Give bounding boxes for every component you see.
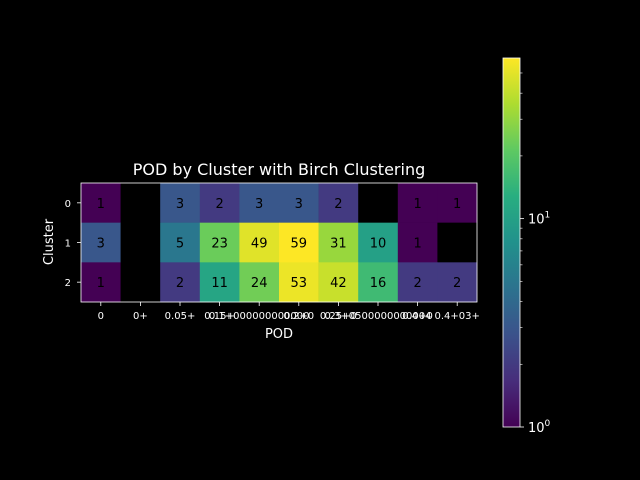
heatmap-cell <box>120 262 161 303</box>
x-tick-label: 0.3+0500000000004 <box>325 311 432 322</box>
cell-value-label: 3 <box>295 197 303 212</box>
heatmap-cell <box>358 222 399 263</box>
heatmap-cell <box>239 262 280 303</box>
cell-value-label: 2 <box>334 197 342 212</box>
cell-value-label: 3 <box>176 197 184 212</box>
heatmap-cell <box>81 183 121 223</box>
heatmap-cell <box>358 262 399 303</box>
heatmap-cell <box>199 183 240 223</box>
cell-value-label: 2 <box>176 276 184 291</box>
cell-value-label: 3 <box>255 197 263 212</box>
x-tick-label: 0.2+0 <box>283 311 314 322</box>
plot-frame <box>80 182 478 303</box>
x-tick-label: 0+ <box>133 311 148 322</box>
heatmap-cell <box>318 183 359 223</box>
heatmap-cell <box>279 222 319 263</box>
x-axis-label: POD <box>265 327 293 342</box>
heatmap-cell <box>397 183 438 223</box>
cell-value-label: 1 <box>413 237 421 252</box>
cell-value-label: 42 <box>330 276 347 291</box>
heatmap-cell <box>199 262 240 303</box>
cell-value-label: 1 <box>97 276 105 291</box>
cell-value-label: 1 <box>413 197 421 212</box>
heatmap-cell <box>437 262 478 303</box>
cell-value-label: 2 <box>453 276 461 291</box>
heatmap-cell <box>318 222 359 263</box>
y-tick-label: 0 <box>65 199 71 210</box>
x-tick-label: 0.4+0 <box>402 311 433 322</box>
colorbar <box>502 57 521 428</box>
heatmap-cell <box>160 183 201 223</box>
cell-value-label: 1 <box>97 197 105 212</box>
cell-value-label: 24 <box>251 276 268 291</box>
heatmap-cell <box>199 222 240 263</box>
heatmap-cell <box>279 262 319 303</box>
cell-value-label: 11 <box>211 276 228 291</box>
colorbar-tick-label: 101 <box>528 211 550 228</box>
heatmap-cell <box>358 183 399 223</box>
colorbar-ticks: 100 101 <box>520 72 551 436</box>
heatmap-cell <box>397 222 438 263</box>
cell-value-label: 16 <box>370 276 387 291</box>
cell-value-label: 10 <box>370 237 387 252</box>
x-tick-label: 0.4+03+ <box>435 311 480 322</box>
heatmap-cells: 1 3 2 3 3 2 1 13 5 23 49 59 31 10 11 2 11 24 53 42 16 2 2 <box>81 183 478 303</box>
cell-value-label: 31 <box>330 237 347 252</box>
heatmap-cell <box>120 183 161 223</box>
cell-value-label: 23 <box>211 237 228 252</box>
chart-title: POD by Cluster with Birch Clustering <box>133 160 425 179</box>
cell-value-label: 1 <box>453 197 461 212</box>
cell-value-label: 2 <box>215 197 223 212</box>
cell-value-label: 2 <box>413 276 421 291</box>
heatmap-cell <box>279 183 319 223</box>
heatmap-cell <box>239 222 280 263</box>
y-tick-label: 1 <box>65 239 71 250</box>
x-tick-label: 0.1+000000000000 <box>209 311 310 322</box>
heatmap-cell <box>239 183 280 223</box>
y-axis-label: Cluster <box>42 218 57 265</box>
y-axis-ticks: 0 1 2 <box>65 199 81 289</box>
cell-value-label: 53 <box>291 276 308 291</box>
cell-value-label: 3 <box>97 237 105 252</box>
x-tick-label: 0 <box>98 311 104 322</box>
heatmap-cell <box>437 183 478 223</box>
x-tick-label: 0.15+ <box>204 311 235 322</box>
x-tick-label: 0.25+0 <box>320 311 357 322</box>
colorbar-tick-label: 100 <box>528 419 551 436</box>
heatmap-cell <box>397 262 438 303</box>
heatmap-cell <box>318 262 359 303</box>
heatmap-cell <box>81 222 121 263</box>
cell-value-label: 59 <box>291 237 308 252</box>
y-tick-label: 2 <box>65 278 71 289</box>
cell-value-label: 49 <box>251 237 268 252</box>
heatmap-cell <box>81 262 121 303</box>
cell-value-label: 5 <box>176 237 184 252</box>
heatmap-cell <box>160 262 201 303</box>
x-tick-label: 0.05+ <box>165 311 196 322</box>
heatmap-cell <box>160 222 201 263</box>
heatmap-cell <box>120 222 161 263</box>
heatmap-cell <box>437 222 478 263</box>
